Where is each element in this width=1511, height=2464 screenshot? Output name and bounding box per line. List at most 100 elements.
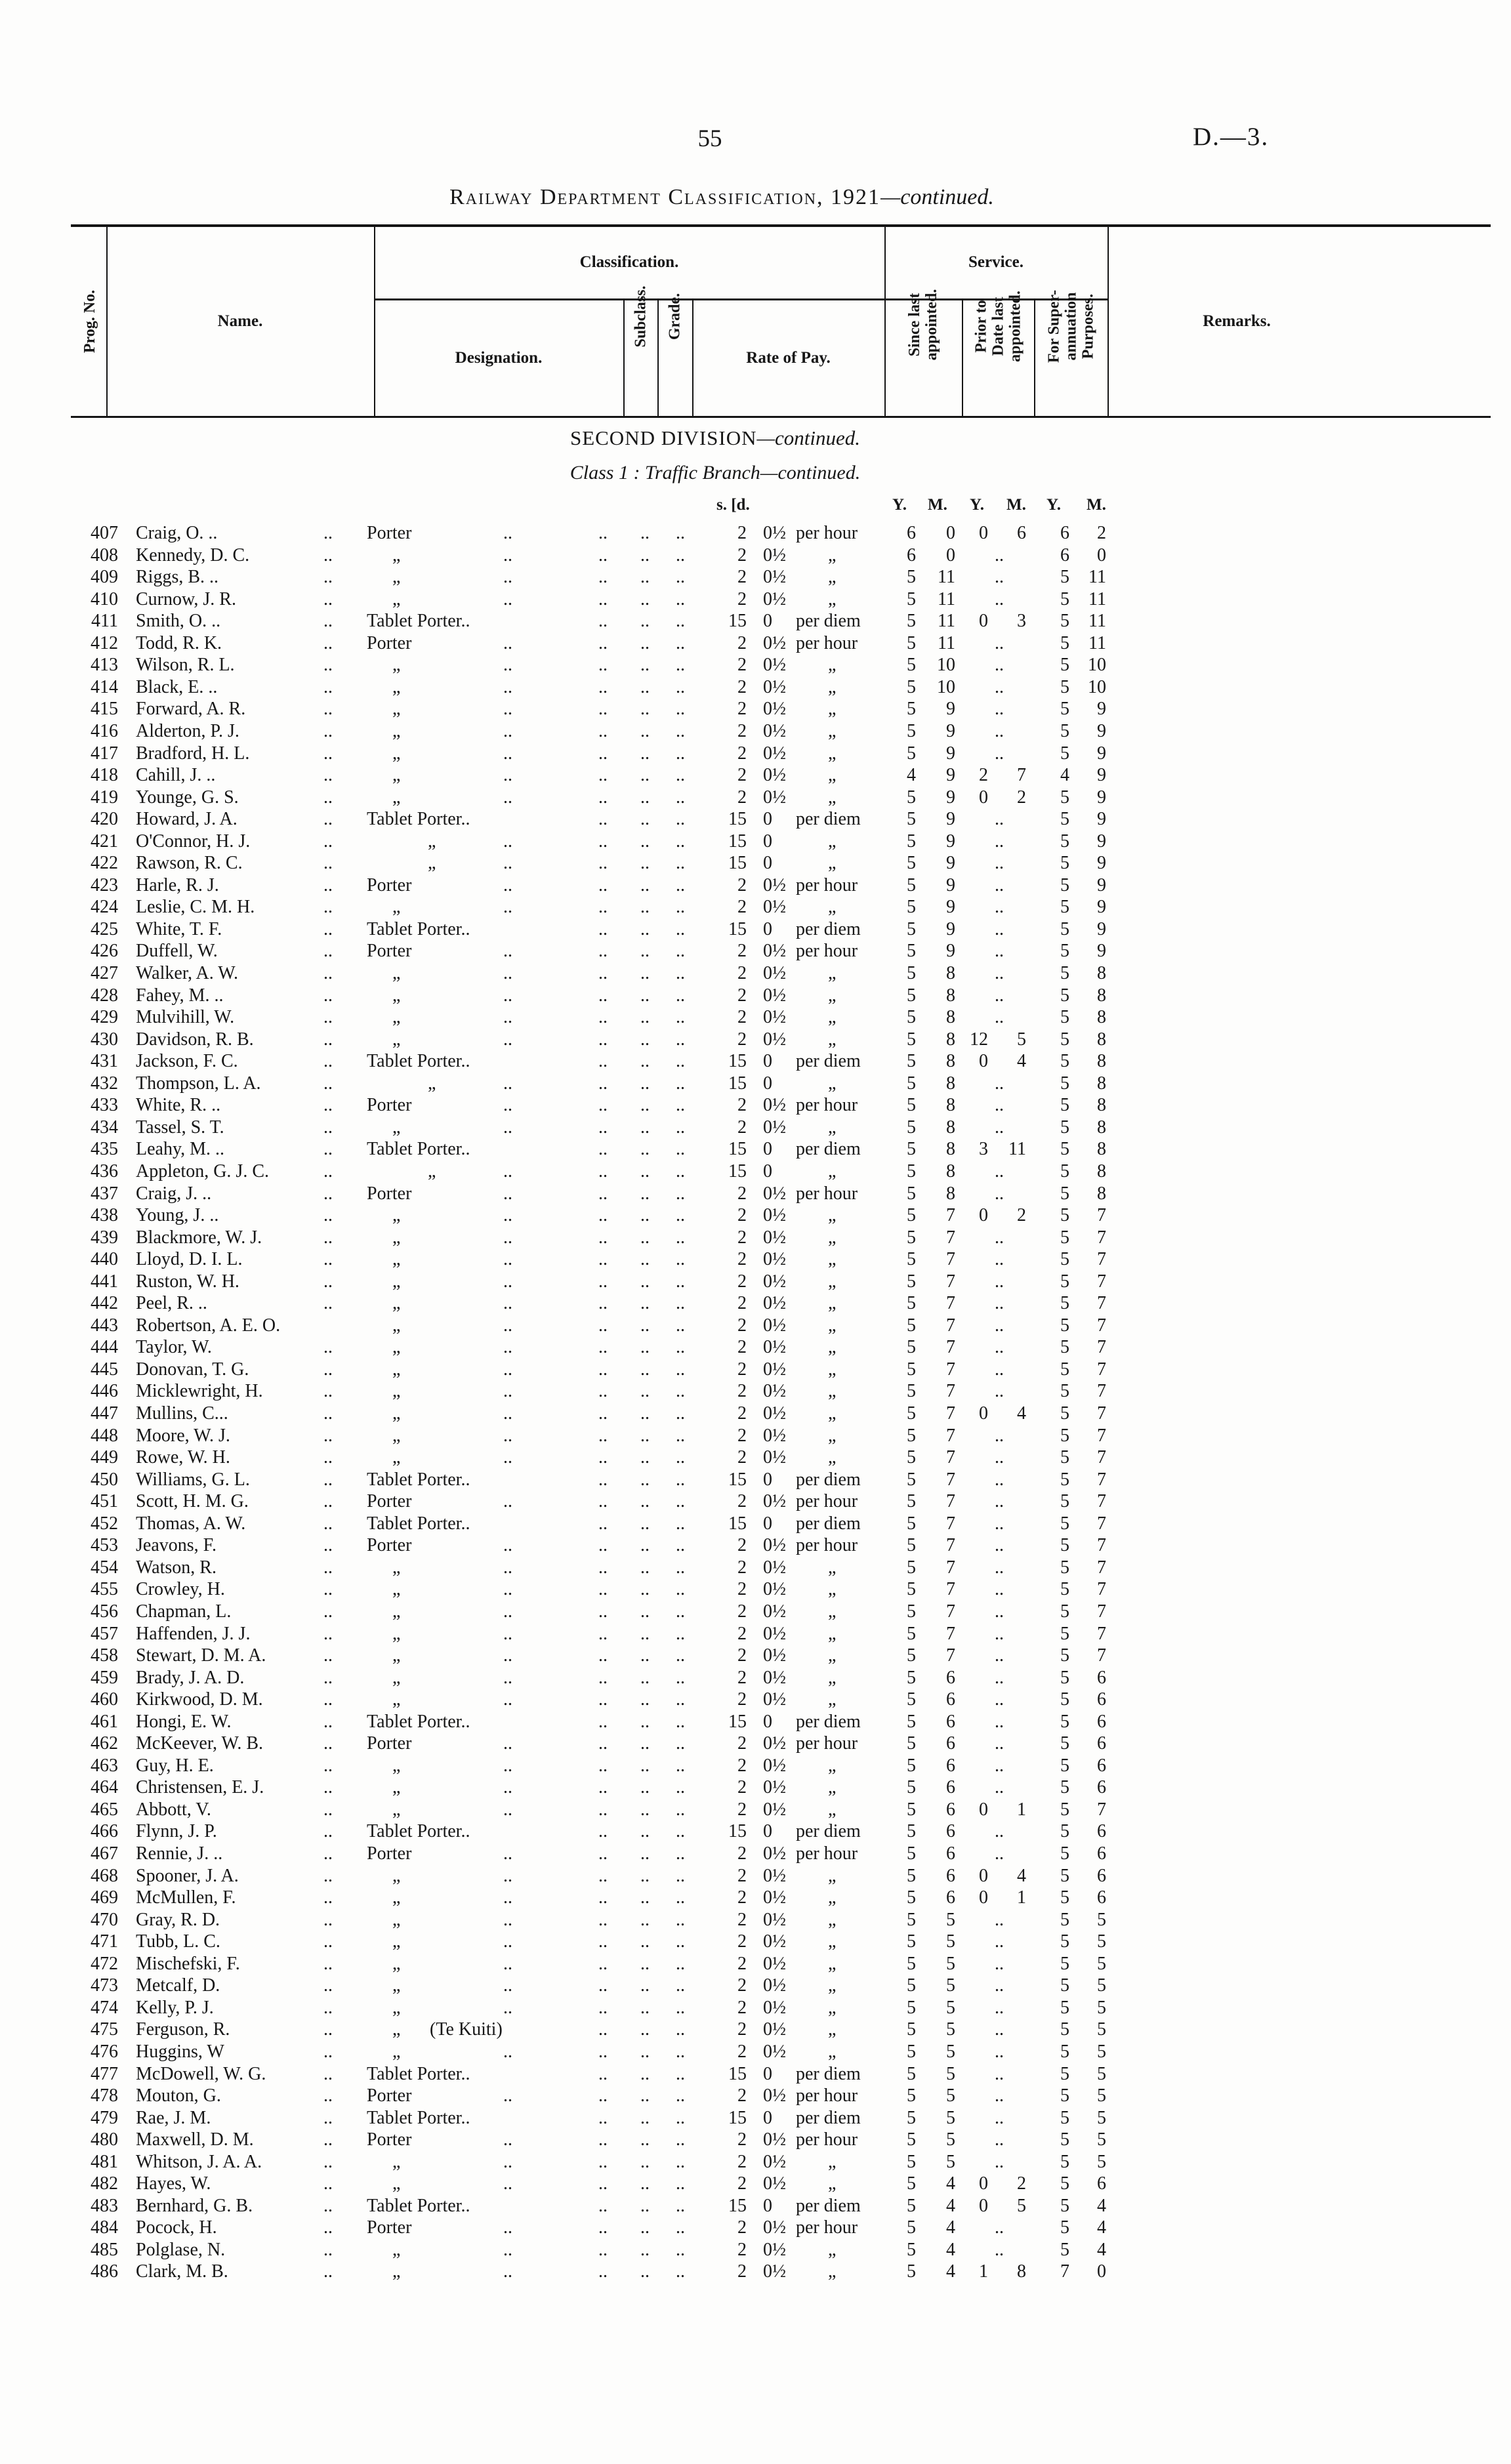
rate-shillings: 2	[737, 2239, 747, 2260]
rate-shillings: 2	[737, 1315, 747, 1336]
designation: Porter	[367, 2085, 412, 2106]
leader-dots: ..	[676, 1227, 685, 1248]
leader-dots: ..	[323, 1051, 333, 1072]
superannuation-years: 5	[1060, 1160, 1069, 1181]
leader-dots: ..	[503, 1293, 512, 1314]
prog-no: 485	[91, 2239, 118, 2260]
designation-ditto: „	[392, 699, 402, 720]
rate-shillings: 2	[737, 1931, 747, 1952]
leader-dots: ..	[676, 1491, 685, 1512]
leader-dots: ..	[640, 676, 650, 697]
table-row: 484 Pocock, H... Porter........ 2 0½ per hour…	[0, 2217, 1511, 2239]
rate-unit-ditto: „	[828, 655, 837, 676]
leader-dots: ..	[598, 1755, 608, 1776]
since-months: 7	[946, 1623, 955, 1644]
leader-dots: ..	[676, 874, 685, 895]
since-months: 6	[946, 1667, 955, 1688]
prog-no: 478	[91, 2085, 118, 2106]
leader-dots: ..	[503, 1975, 512, 1996]
prog-no: 454	[91, 1557, 118, 1578]
prog-no: 427	[91, 963, 118, 983]
since-months: 7	[946, 1469, 955, 1490]
rate-unit: per hour	[796, 874, 858, 895]
leader-dots: ..	[598, 1953, 608, 1974]
employee-name: Fahey, M. ..	[136, 985, 224, 1006]
table-row: 419 Younge, G. S... „........ 2 0½ „ 5 9 0 2 5 9	[0, 787, 1511, 809]
prog-no: 477	[91, 2063, 118, 2084]
leader-dots: ..	[323, 1535, 333, 1556]
employee-name: Stewart, D. M. A.	[136, 1645, 266, 1666]
employee-name: Jeavons, F.	[136, 1535, 217, 1556]
column-header-rate-of-pay: Rate of Pay.	[746, 349, 831, 367]
superannuation-years: 5	[1060, 588, 1069, 609]
superannuation-months: 8	[1097, 963, 1106, 983]
rate-pence: 0	[763, 853, 772, 874]
superannuation-months: 5	[1097, 1953, 1106, 1974]
prog-no: 479	[91, 2107, 118, 2128]
leader-dots: ..	[598, 1271, 608, 1292]
prior-empty-dots: ..	[995, 2085, 1004, 2106]
designation-ditto: „	[428, 853, 437, 874]
rate-shillings: 15	[728, 809, 747, 830]
since-months: 6	[946, 1865, 955, 1886]
rate-pence: 0½	[763, 1095, 786, 1116]
leader-dots: ..	[676, 1139, 685, 1160]
leader-dots: ..	[640, 985, 650, 1006]
rate-shillings: 2	[737, 941, 747, 962]
rate-shillings: 2	[737, 787, 747, 808]
designation: Tablet Porter..	[367, 2107, 470, 2128]
since-months: 7	[946, 1513, 955, 1534]
rate-shillings: 2	[737, 1205, 747, 1226]
prog-no: 419	[91, 787, 118, 808]
prog-no: 433	[91, 1095, 118, 1116]
employee-name: Bernhard, G. B.	[136, 2195, 253, 2216]
superannuation-months: 10	[1088, 655, 1106, 676]
leader-dots: ..	[598, 1931, 608, 1952]
table-row: 464 Christensen, E. J... „........ 2 0½ „ 5 6..…	[0, 1776, 1511, 1799]
leader-dots: ..	[676, 1777, 685, 1798]
superannuation-years: 5	[1060, 1007, 1069, 1028]
rate-shillings: 15	[728, 1821, 747, 1842]
rate-pence: 0	[763, 1073, 772, 1094]
superannuation-months: 8	[1097, 1073, 1106, 1094]
since-years: 5	[907, 1095, 916, 1116]
table-row: 423 Harle, R. J... Porter........ 2 0½ per ho…	[0, 874, 1511, 897]
table-row: 410 Curnow, J. R... „........ 2 0½ „ 5 11.. 5 11	[0, 588, 1511, 611]
leader-dots: ..	[323, 1513, 333, 1534]
superannuation-years: 5	[1060, 2217, 1069, 2238]
prior-empty-dots: ..	[995, 874, 1004, 895]
prior-empty-dots: ..	[995, 676, 1004, 697]
table-row: 474 Kelly, P. J... „........ 2 0½ „ 5 5.. 5 5	[0, 1997, 1511, 2019]
since-months: 6	[946, 1711, 955, 1732]
employee-name: Pocock, H.	[136, 2217, 217, 2238]
employee-name: Lloyd, D. I. L.	[136, 1249, 243, 1270]
leader-dots: ..	[323, 1975, 333, 1996]
since-years: 5	[907, 2129, 916, 2150]
table-row: 470 Gray, R. D... „........ 2 0½ „ 5 5.. 5 5	[0, 1909, 1511, 1931]
table-row: 478 Mouton, G... Porter........ 2 0½ per hour…	[0, 2085, 1511, 2107]
since-years: 5	[907, 1381, 916, 1402]
rate-shillings: 15	[728, 918, 747, 939]
rate-unit-ditto: „	[828, 1777, 837, 1798]
prog-no: 418	[91, 765, 118, 786]
leader-dots: ..	[676, 1315, 685, 1336]
prior-empty-dots: ..	[995, 941, 1004, 962]
rate-shillings: 2	[737, 1117, 747, 1138]
leader-dots: ..	[323, 2261, 333, 2282]
rate-unit-ditto: „	[828, 765, 837, 786]
rate-pence: 0	[763, 611, 772, 632]
superannuation-months: 7	[1097, 1359, 1106, 1380]
rate-pence: 0½	[763, 655, 786, 676]
prog-no: 462	[91, 1733, 118, 1754]
prog-no: 417	[91, 743, 118, 764]
rate-unit-ditto: „	[828, 1293, 837, 1314]
leader-dots: ..	[640, 1359, 650, 1380]
prior-empty-dots: ..	[995, 588, 1004, 609]
rate-pence: 0½	[763, 1315, 786, 1336]
since-months: 6	[946, 1733, 955, 1754]
leader-dots: ..	[323, 2085, 333, 2106]
leader-dots: ..	[640, 809, 650, 830]
rate-unit-ditto: „	[828, 1073, 837, 1094]
leader-dots: ..	[598, 2239, 608, 2260]
since-months: 8	[946, 963, 955, 983]
